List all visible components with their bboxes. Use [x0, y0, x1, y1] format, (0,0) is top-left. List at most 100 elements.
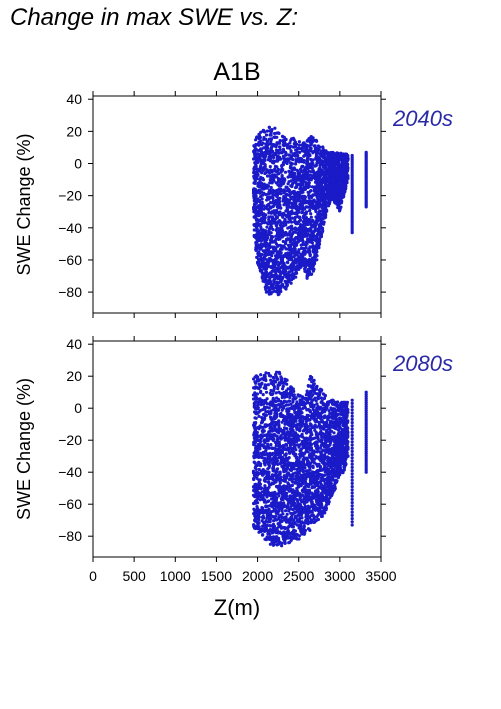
data-point	[293, 230, 297, 234]
data-point	[282, 262, 286, 266]
data-point	[260, 253, 264, 257]
data-point	[334, 167, 338, 171]
data-point	[321, 217, 325, 221]
data-point	[289, 163, 293, 168]
data-point	[317, 246, 321, 250]
data-point	[303, 264, 307, 268]
data-point	[329, 197, 333, 201]
data-point	[277, 262, 281, 266]
data-point	[298, 159, 302, 163]
data-point	[333, 160, 337, 164]
data-point	[309, 227, 313, 232]
data-point	[289, 210, 293, 214]
data-point	[303, 171, 307, 175]
data-point	[321, 170, 325, 174]
data-point	[341, 170, 346, 174]
data-point	[294, 204, 299, 208]
data-point	[277, 151, 281, 155]
data-point	[294, 179, 298, 183]
data-point	[317, 218, 321, 222]
data-point	[277, 187, 281, 192]
data-point	[295, 252, 299, 257]
y-tick-label: −60	[58, 496, 82, 512]
data-point	[307, 162, 311, 166]
data-point	[307, 144, 311, 148]
data-point	[304, 205, 308, 209]
data-point	[297, 248, 301, 252]
data-point	[285, 283, 289, 287]
data-point	[314, 249, 318, 254]
data-point	[259, 247, 263, 251]
data-point	[319, 221, 323, 225]
data-point	[252, 187, 256, 191]
data-point	[313, 252, 317, 256]
data-point	[309, 215, 313, 219]
data-point	[293, 193, 297, 197]
data-point	[302, 154, 306, 158]
data-point	[258, 179, 262, 183]
y-tick-label: −40	[58, 464, 82, 480]
data-point	[322, 191, 326, 195]
data-point	[307, 202, 311, 206]
data-point	[254, 138, 258, 142]
data-point	[284, 194, 288, 198]
data-point	[325, 176, 329, 180]
data-point	[260, 212, 264, 216]
data-point	[278, 204, 282, 208]
data-point	[314, 163, 318, 167]
data-point	[312, 144, 316, 148]
data-point	[284, 159, 288, 163]
data-point	[299, 167, 303, 171]
data-point	[267, 152, 271, 156]
data-point	[267, 171, 272, 175]
y-tick-label: −80	[58, 528, 82, 544]
data-point	[272, 203, 276, 207]
data-point	[306, 232, 310, 236]
data-point	[284, 151, 288, 155]
data-point	[318, 189, 322, 193]
data-point	[264, 287, 268, 291]
data-point	[290, 234, 294, 238]
data-point	[329, 158, 333, 162]
data-point	[263, 231, 267, 235]
data-point	[253, 178, 257, 183]
data-point	[316, 229, 320, 233]
data-point	[297, 267, 301, 271]
scatter-points	[251, 370, 368, 548]
data-point	[304, 212, 308, 216]
data-point	[328, 188, 332, 192]
data-point	[312, 260, 317, 264]
data-point	[271, 247, 276, 251]
data-point	[274, 269, 278, 273]
scenario-title: A1B	[213, 58, 260, 86]
data-point	[321, 193, 325, 197]
data-point	[269, 129, 273, 133]
data-point	[345, 160, 349, 164]
data-point	[264, 133, 269, 137]
data-point	[270, 210, 274, 214]
data-point	[313, 225, 317, 229]
data-point	[289, 149, 293, 153]
data-point	[291, 175, 296, 179]
data-point	[277, 229, 281, 233]
data-point	[294, 268, 298, 272]
data-point	[278, 210, 282, 214]
data-point	[281, 135, 285, 139]
data-point	[297, 146, 301, 150]
data-point	[308, 240, 312, 244]
data-point	[265, 183, 269, 187]
data-point	[301, 180, 305, 184]
data-point	[272, 211, 277, 215]
data-point	[262, 146, 266, 150]
data-point	[265, 274, 269, 278]
data-point	[291, 136, 295, 140]
data-point	[298, 150, 302, 154]
data-point	[300, 257, 304, 261]
data-point	[256, 261, 260, 265]
data-point	[336, 170, 340, 174]
data-point	[309, 199, 313, 203]
data-point	[256, 254, 261, 258]
data-point	[311, 460, 315, 464]
data-point	[259, 225, 263, 229]
